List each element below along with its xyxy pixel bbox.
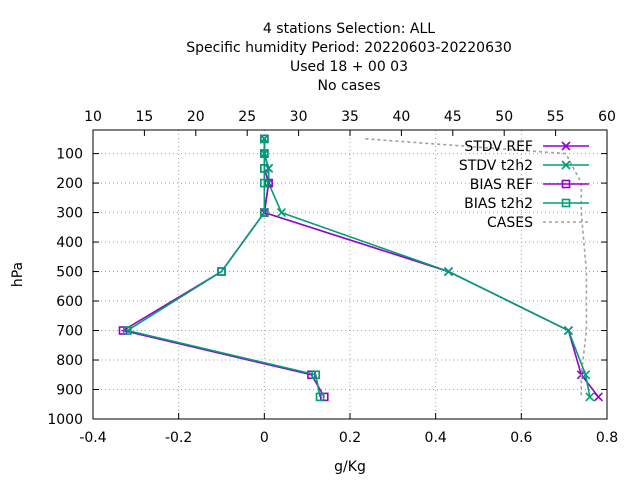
legend-label: STDV REF xyxy=(464,139,533,155)
x2-tick-label: 10 xyxy=(84,109,102,125)
legend-marker xyxy=(561,160,571,170)
plot-frame xyxy=(92,129,608,420)
x2-tick-label: 25 xyxy=(238,109,256,125)
y-tick-label: 200 xyxy=(56,176,83,192)
y-tick-label: 400 xyxy=(56,235,83,251)
series-stdv-ref xyxy=(259,134,603,402)
data-point xyxy=(315,392,325,402)
data-point xyxy=(260,178,269,188)
legend-marker xyxy=(561,141,571,151)
data-point xyxy=(276,208,287,218)
y-tick-label: 600 xyxy=(56,294,83,310)
x-tick-label: 0.2 xyxy=(339,430,361,446)
legend-marker xyxy=(561,198,571,208)
y-axis-label: hPa xyxy=(10,262,26,287)
legend-label: BIAS t2h2 xyxy=(464,196,533,212)
legend-label: STDV t2h2 xyxy=(459,158,533,174)
x2-tick-label: 55 xyxy=(547,109,565,125)
data-point xyxy=(260,164,269,173)
data-point xyxy=(217,267,226,276)
data-point xyxy=(260,208,269,217)
x-tick-label: -0.4 xyxy=(79,430,106,446)
data-point xyxy=(593,392,603,402)
data-point xyxy=(563,325,574,336)
data-point xyxy=(260,134,269,144)
x2-tick-label: 60 xyxy=(598,109,616,125)
x-tick-label: 0.8 xyxy=(596,430,618,446)
series-stdv-t2h2 xyxy=(259,134,595,402)
title-line: No cases xyxy=(318,78,381,94)
legend: STDV REF STDV t2h2 BIAS REF BIAS t2h2 CASES xyxy=(459,139,589,231)
x2-tick-label: 30 xyxy=(290,109,308,125)
title-line: 4 stations Selection: ALL xyxy=(263,21,435,37)
x2-tick-label: 50 xyxy=(495,109,513,125)
series-line xyxy=(365,138,588,397)
x-tick-label: 0.4 xyxy=(425,430,447,446)
x-tick-label: 0.6 xyxy=(510,430,532,446)
grid xyxy=(93,130,607,419)
title-line: Specific humidity Period: 20220603-20220… xyxy=(186,40,512,56)
y-tick-label: 300 xyxy=(56,206,83,222)
x-axis-label: g/Kg xyxy=(334,459,366,475)
axis-ticks: -0.4 -0.2 0 0.2 0.4 0.6 0.8 10 15 20 25 30 35 40 45 50 5… xyxy=(47,109,618,446)
series-bias-t2h2 xyxy=(122,134,325,402)
series-line xyxy=(263,138,600,398)
y-tick-label: 700 xyxy=(56,324,83,340)
series-line xyxy=(125,138,321,398)
y-tick-label: 100 xyxy=(56,147,83,163)
x2-tick-label: 20 xyxy=(187,109,205,125)
y-tick-label: 1000 xyxy=(47,412,83,428)
series-cases xyxy=(365,138,588,397)
x-tick-label: -0.2 xyxy=(165,430,192,446)
y-tick-label: 500 xyxy=(56,265,83,281)
x2-tick-label: 15 xyxy=(135,109,153,125)
x-tick-label: 0 xyxy=(260,430,269,446)
y-tick-label: 900 xyxy=(56,383,83,399)
data-point xyxy=(122,326,132,335)
x2-tick-label: 35 xyxy=(341,109,359,125)
x2-tick-label: 40 xyxy=(392,109,410,125)
series-layer xyxy=(118,134,603,402)
title-line: Used 18 + 00 03 xyxy=(290,59,408,75)
legend-marker xyxy=(561,179,571,189)
series-line xyxy=(263,138,591,398)
legend-label: CASES xyxy=(487,215,533,231)
y-tick-label: 800 xyxy=(56,353,83,369)
data-point xyxy=(581,370,591,380)
data-point xyxy=(311,370,321,380)
data-point xyxy=(443,266,454,277)
x2-tick-label: 45 xyxy=(444,109,462,125)
data-point xyxy=(585,392,595,402)
title-block: 4 stations Selection: ALL Specific humidi… xyxy=(186,21,512,94)
data-point xyxy=(260,149,269,158)
legend-label: BIAS REF xyxy=(470,177,533,193)
